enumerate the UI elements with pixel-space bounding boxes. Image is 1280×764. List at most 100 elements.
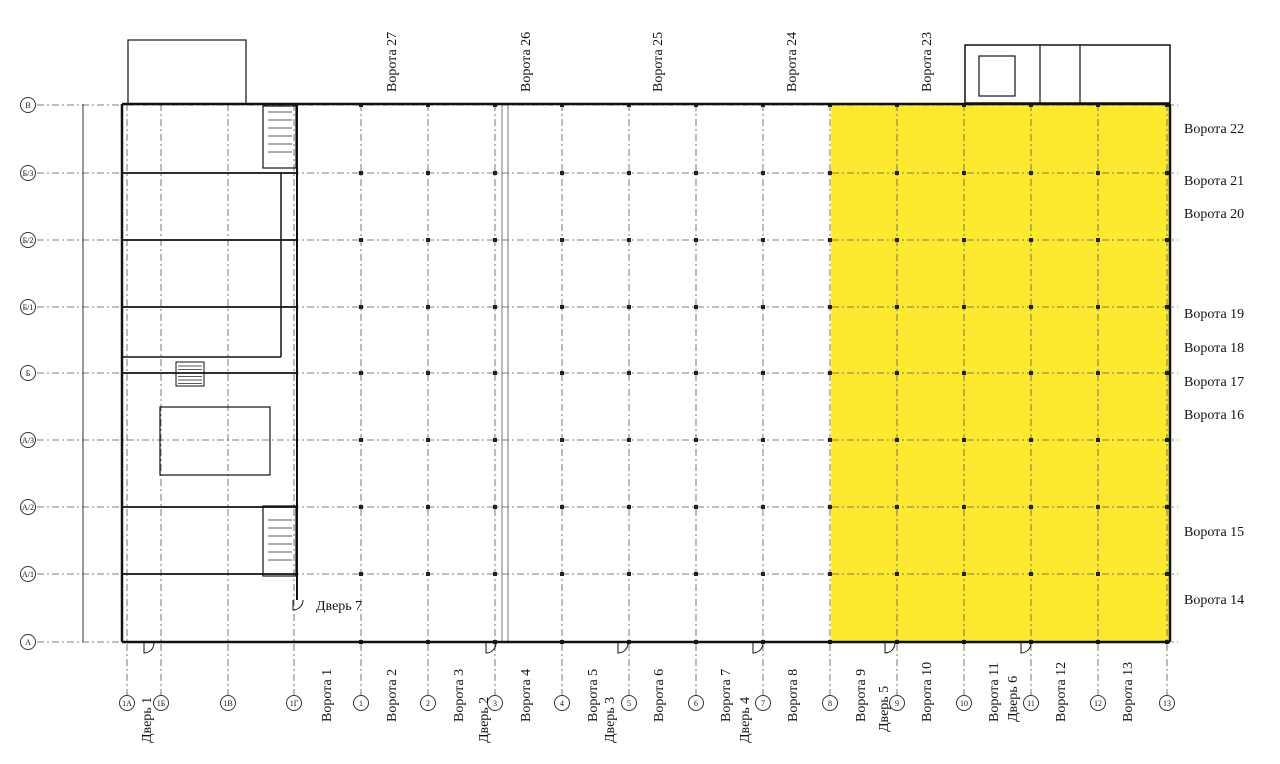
column-post [493, 305, 497, 309]
column-post [627, 371, 631, 375]
column-axis-marker [688, 695, 704, 711]
gate-label-right: Ворота 18 [1184, 341, 1244, 356]
column-axis-marker [554, 695, 570, 711]
column-axis-marker [487, 695, 503, 711]
column-post [1165, 305, 1169, 309]
row-axis-marker [20, 499, 36, 515]
column-axis-marker [621, 695, 637, 711]
column-axis-label: 5 [627, 699, 631, 708]
column-post [359, 238, 363, 242]
column-axis-label: 11 [1027, 699, 1035, 708]
door-3-swing [617, 642, 629, 654]
gate-label-bottom: Ворота 8 [786, 669, 801, 722]
annex-room [964, 44, 1171, 104]
column-post [962, 438, 966, 442]
column-axis-label: 4 [560, 699, 564, 708]
column-post [426, 371, 430, 375]
column-post [627, 438, 631, 442]
row-axis-label: В [25, 101, 30, 110]
column-post [962, 171, 966, 175]
column-axis-label: 12 [1094, 699, 1102, 708]
gate-label-bottom: Ворота 5 [586, 669, 601, 722]
column-post [426, 171, 430, 175]
column-post [694, 238, 698, 242]
gate-label-bottom: Ворота 11 [987, 662, 1002, 722]
column-post [694, 171, 698, 175]
column-axis-marker [353, 695, 369, 711]
row-axis-marker [20, 566, 36, 582]
gate-label-right: Ворота 17 [1184, 375, 1244, 390]
door-label: Дверь 5 [877, 686, 892, 732]
column-post [1096, 171, 1100, 175]
column-post [895, 371, 899, 375]
column-post [962, 572, 966, 576]
column-post [560, 505, 564, 509]
gate-label-top: Ворота 23 [920, 32, 935, 92]
row-axis-marker [20, 299, 36, 315]
column-axis-label: 2 [426, 699, 430, 708]
elevator-shaft [978, 55, 1016, 97]
column-axis-marker [755, 695, 771, 711]
column-axis-label: 1Г [290, 699, 299, 708]
row-axis-label: Б/3 [23, 169, 34, 178]
door-6-swing [1020, 642, 1032, 654]
door-label: Дверь 4 [738, 697, 753, 743]
column-post [1096, 572, 1100, 576]
column-post [560, 238, 564, 242]
column-post [895, 238, 899, 242]
row-axis-marker [20, 232, 36, 248]
column-post [694, 305, 698, 309]
column-post [1096, 238, 1100, 242]
gate-label-bottom: Ворота 4 [519, 669, 534, 722]
stair-enclosure [262, 505, 297, 577]
column-axis-label: 1 [359, 699, 363, 708]
column-axis-label: 6 [694, 699, 698, 708]
column-post [493, 505, 497, 509]
gate-label-bottom: Ворота 7 [719, 669, 734, 722]
gate-label-top: Ворота 24 [785, 32, 800, 92]
column-post [895, 305, 899, 309]
column-post [493, 438, 497, 442]
column-post [761, 238, 765, 242]
gate-label-bottom: Ворота 3 [452, 669, 467, 722]
column-post [560, 371, 564, 375]
row-axis-label: Б/1 [23, 303, 34, 312]
column-post [1096, 505, 1100, 509]
gate-label-bottom: Ворота 2 [385, 669, 400, 722]
gate-label-right: Ворота 20 [1184, 207, 1244, 222]
column-post [426, 505, 430, 509]
gate-label-right: Ворота 19 [1184, 307, 1244, 322]
column-post [962, 505, 966, 509]
column-axis-label: 7 [761, 699, 765, 708]
column-post [1029, 171, 1033, 175]
column-axis-marker [119, 695, 135, 711]
column-post [895, 171, 899, 175]
row-axis-label: А/1 [22, 570, 34, 579]
gate-label-right: Ворота 16 [1184, 408, 1244, 423]
gate-label-top: Ворота 26 [519, 32, 534, 92]
column-post [828, 371, 832, 375]
column-post [828, 305, 832, 309]
column-axis-label: 10 [960, 699, 968, 708]
door-5-swing [884, 642, 896, 654]
door-1-swing [143, 642, 155, 654]
column-post [627, 171, 631, 175]
column-post [1165, 572, 1169, 576]
row-axis-label: Б/2 [23, 236, 34, 245]
column-post [1029, 305, 1033, 309]
gate-label-bottom: Ворота 9 [854, 669, 869, 722]
column-post [1165, 171, 1169, 175]
column-axis-marker [286, 695, 302, 711]
column-post [828, 238, 832, 242]
gate-label-top: Ворота 27 [385, 32, 400, 92]
row-axis-marker [20, 165, 36, 181]
door-label: Дверь 3 [603, 697, 618, 743]
door-2-swing [485, 642, 497, 654]
annex-room [127, 39, 247, 105]
gate-label-right: Ворота 21 [1184, 174, 1244, 189]
gate-label-right: Ворота 15 [1184, 525, 1244, 540]
column-post [828, 505, 832, 509]
column-post [761, 305, 765, 309]
column-post [1029, 438, 1033, 442]
